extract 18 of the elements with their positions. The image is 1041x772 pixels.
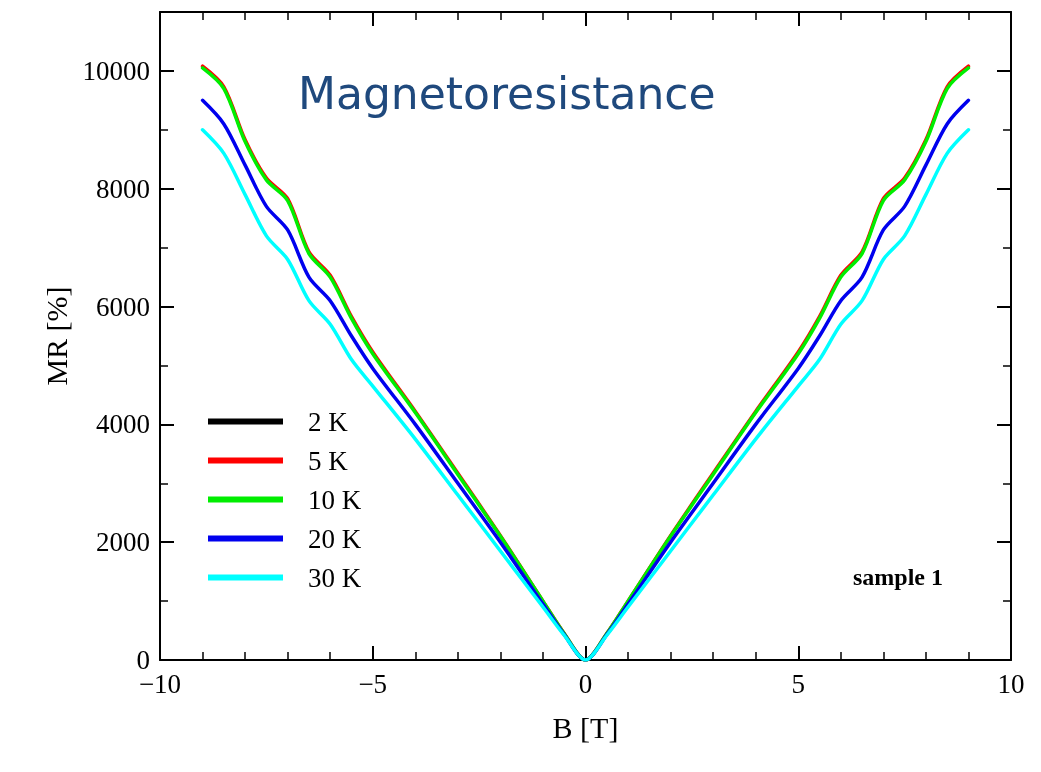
x-tick-label: 0 [578,668,593,699]
legend-label: 30 K [308,562,362,593]
text: Magnetoresistance [298,67,716,119]
legend-label: 10 K [308,484,362,515]
x-tick-label: 10 [997,668,1025,699]
x-tick-label: −5 [358,668,388,699]
y-tick-label: 4000 [96,409,150,440]
y-tick-label: 2000 [96,527,150,558]
x-tick-label: 5 [791,668,805,699]
y-tick-label: 6000 [96,291,150,322]
legend-label: 5 K [308,445,349,476]
y-tick-label: 10000 [82,55,150,86]
legend-label: 2 K [308,406,349,437]
legend-label: 20 K [308,523,362,554]
annotation: sample 1 [853,564,943,590]
x-axis-title: B [T] [552,710,619,744]
y-axis-title: MR [%] [40,286,74,386]
y-tick-label: 8000 [96,173,150,204]
